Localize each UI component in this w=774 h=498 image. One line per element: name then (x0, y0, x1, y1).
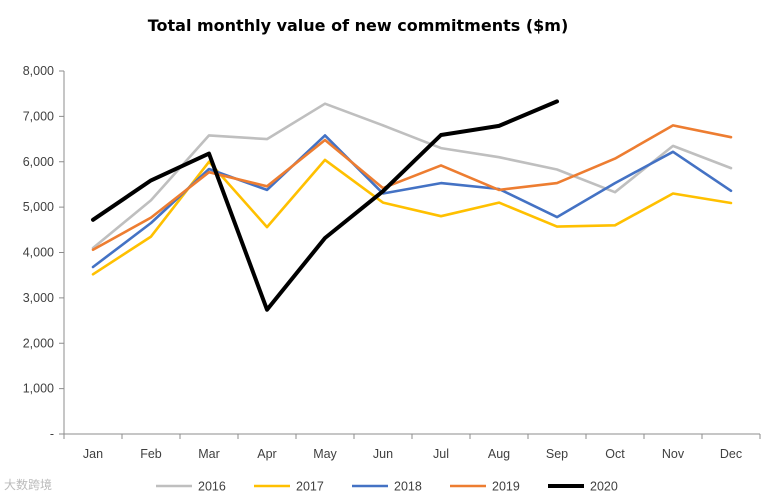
x-tick-label: Sep (546, 447, 568, 461)
legend-label-2016: 2016 (198, 480, 226, 494)
x-tick-label: Apr (257, 447, 276, 461)
legend-label-2018: 2018 (394, 480, 422, 494)
legend: 2016 2017 2018 2019 2020 (156, 480, 618, 494)
x-tick-label: Jan (83, 447, 103, 461)
y-tick-label: - (50, 427, 54, 441)
chart-title: Total monthly value of new commitments (… (148, 16, 569, 35)
x-tick-label: Nov (662, 447, 685, 461)
series-line-2018 (91, 134, 733, 269)
series-line-2016 (91, 102, 733, 250)
y-tick-label: 4,000 (23, 246, 54, 260)
series-group (91, 99, 733, 312)
y-tick-label: 8,000 (23, 64, 54, 78)
y-tick-label: 1,000 (23, 382, 54, 396)
y-tick-label: 3,000 (23, 291, 54, 305)
series-line-2017 (91, 158, 733, 276)
y-tick-label: 6,000 (23, 155, 54, 169)
series-line-2020 (91, 99, 559, 312)
y-tick-label: 2,000 (23, 336, 54, 350)
axes: - 1,000 2,000 3,000 4,000 5,000 6,000 7,000 8,00… (23, 64, 761, 461)
x-tick-label: Jun (373, 447, 393, 461)
x-tick-label: Mar (198, 447, 220, 461)
x-tick-label: Dec (720, 447, 742, 461)
x-tick-label: Oct (605, 447, 625, 461)
y-tick-label: 5,000 (23, 200, 54, 214)
x-tick-label: Aug (488, 447, 510, 461)
series-line-2019 (91, 124, 733, 252)
legend-label-2017: 2017 (296, 480, 324, 494)
watermark-text: 大数跨境 (4, 478, 53, 492)
y-tick-label: 7,000 (23, 109, 54, 123)
x-tick-label: Feb (140, 447, 162, 461)
legend-label-2019: 2019 (492, 480, 520, 494)
x-tick-label: Jul (433, 447, 449, 461)
legend-label-2020: 2020 (590, 480, 618, 494)
x-tick-label: May (313, 447, 337, 461)
